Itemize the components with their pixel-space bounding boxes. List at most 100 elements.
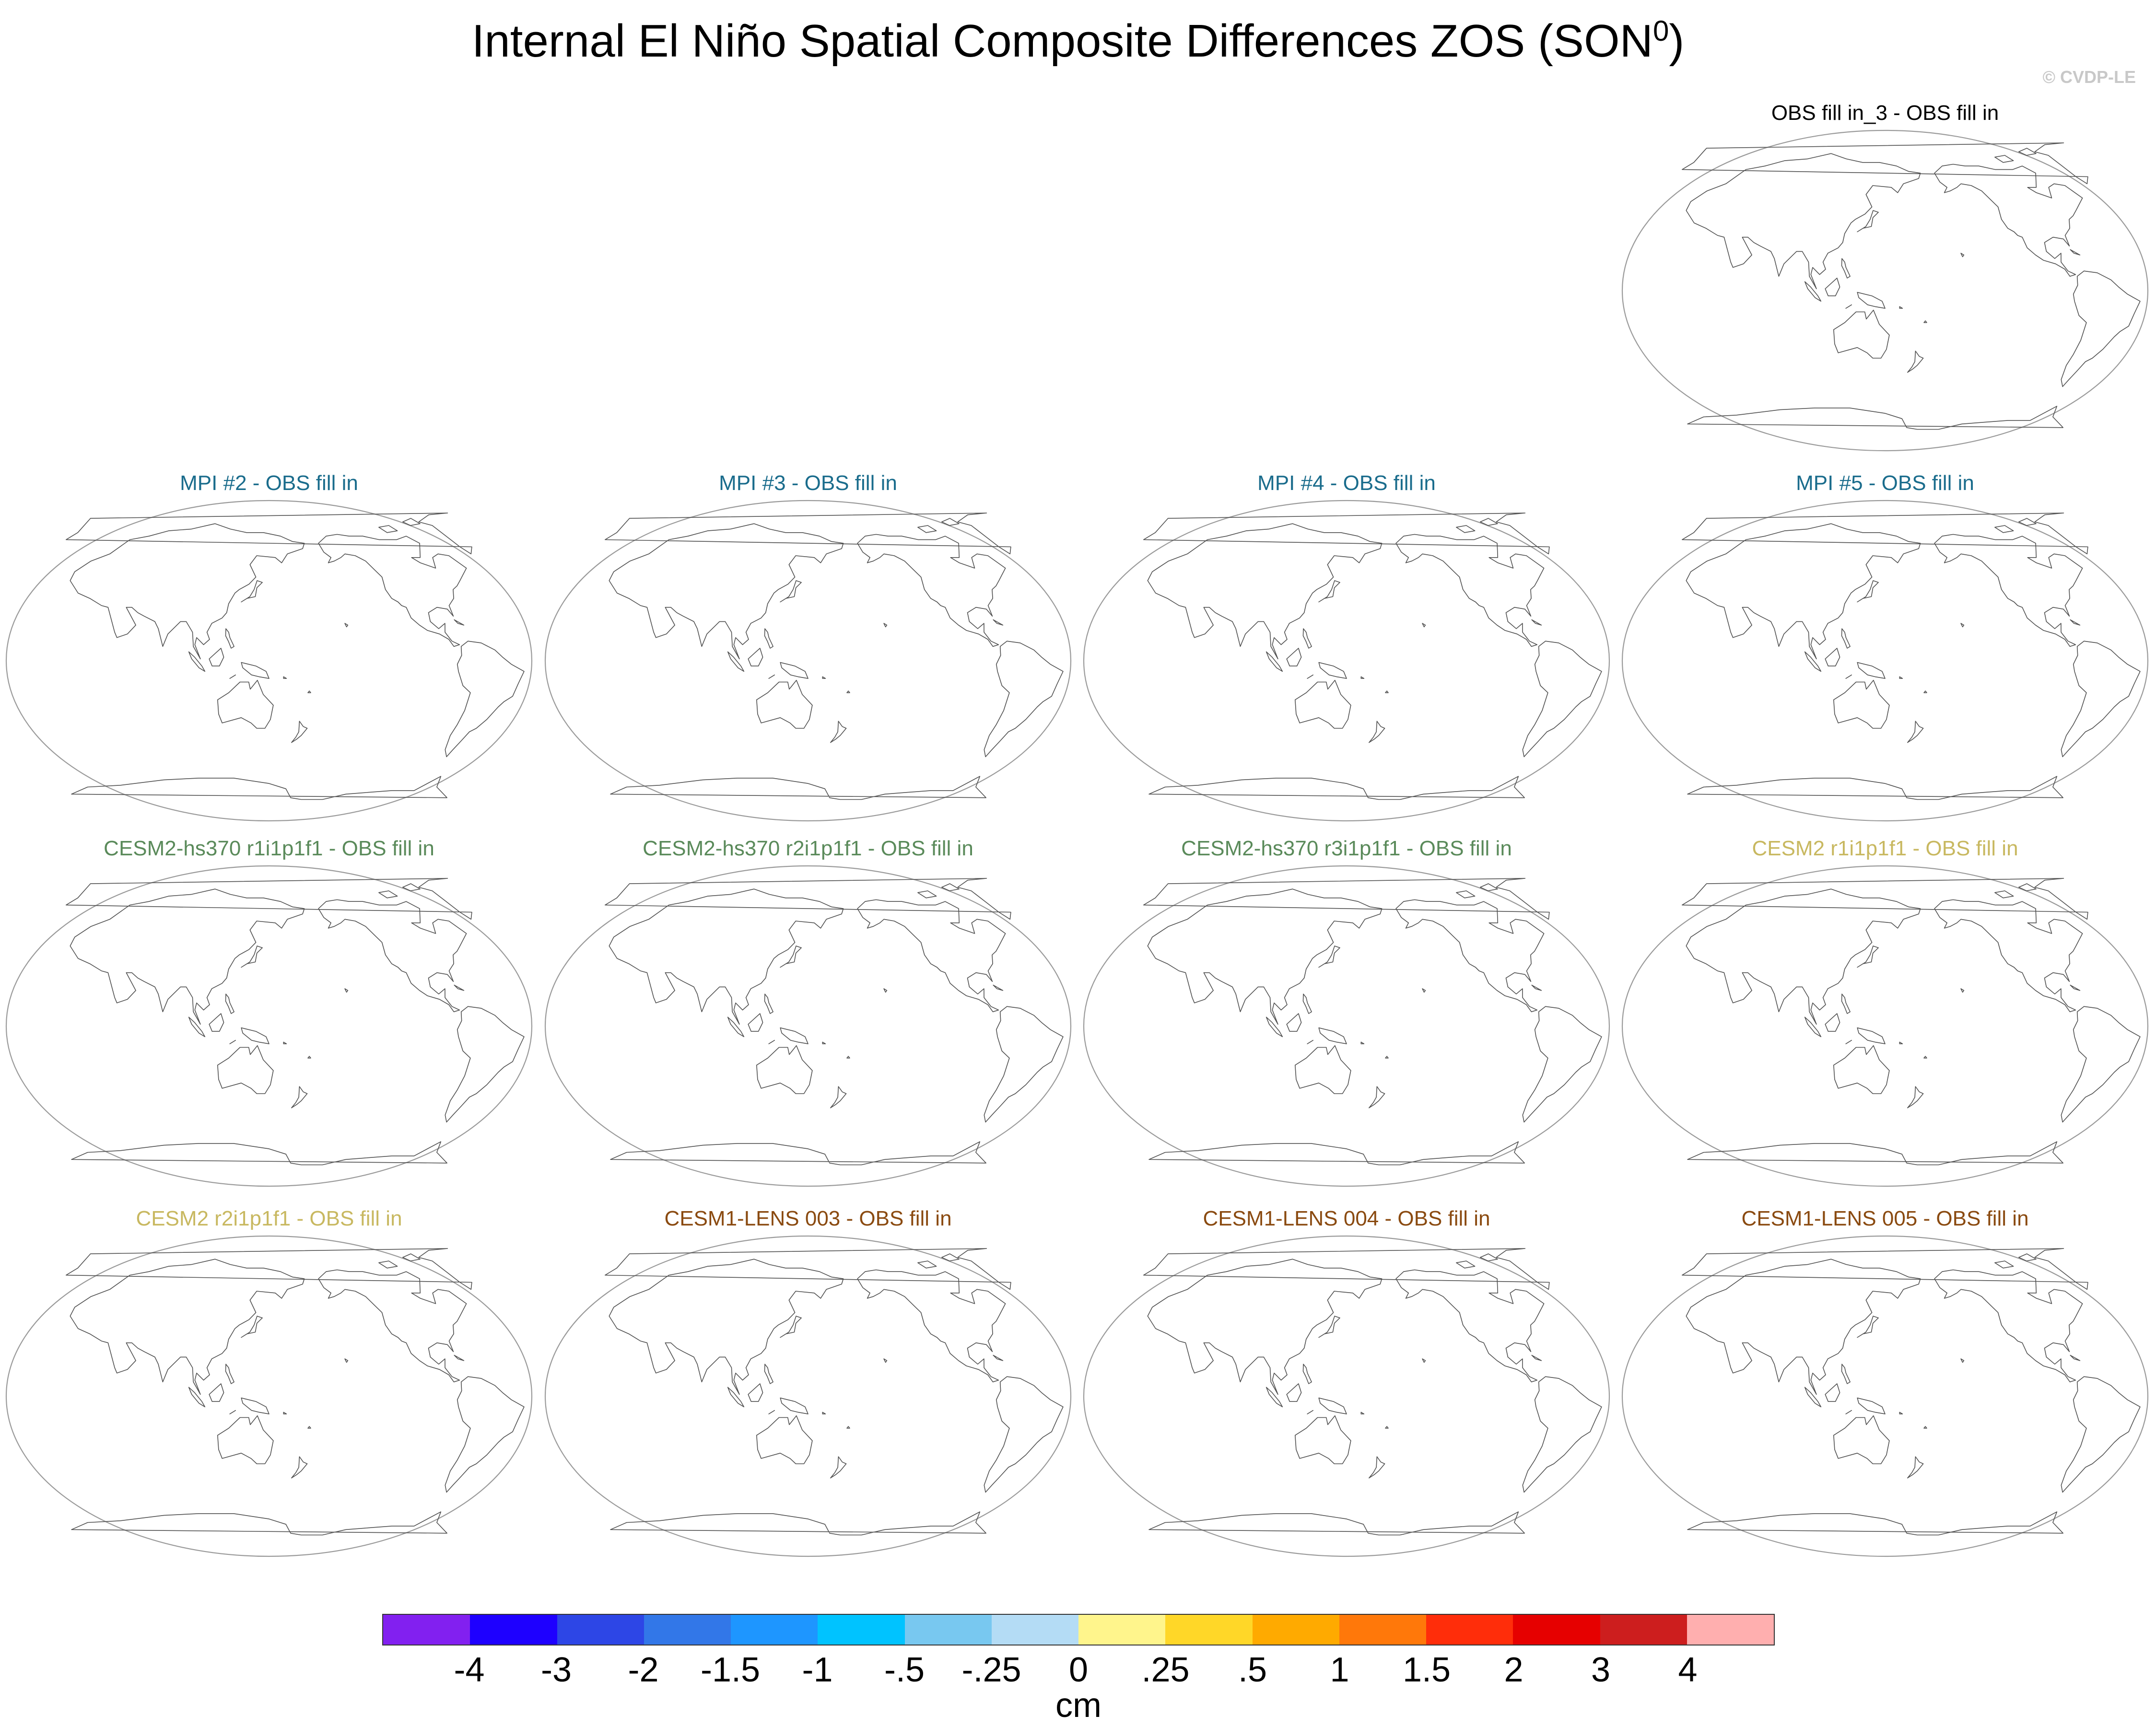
island-coastline (917, 1260, 937, 1269)
island-coastline (344, 988, 349, 993)
coastline (1522, 641, 1602, 758)
map-frame (1083, 1235, 1610, 1557)
island-coastline (307, 1056, 311, 1059)
island-coastline (229, 1039, 236, 1044)
colorbar-swatch (991, 1615, 1078, 1645)
coastline (1318, 580, 1340, 603)
coastline (1318, 1316, 1340, 1338)
coastline (1857, 1316, 1879, 1338)
island-coastline (1845, 1410, 1852, 1414)
map-outline (1621, 500, 2149, 822)
coastline (1318, 1027, 1347, 1044)
map-outline (1621, 865, 2149, 1187)
coastline (1687, 1141, 2063, 1166)
map-frame (1621, 500, 2149, 822)
coastline (1687, 776, 2063, 800)
coastline (66, 1248, 472, 1290)
island-coastline (941, 1253, 960, 1261)
island-coastline (1422, 623, 1426, 628)
map-outline (5, 1235, 533, 1557)
coastline (1286, 1383, 1302, 1402)
coastline (609, 888, 844, 1025)
map-panel: CESM1-LENS 005 - OBS fill in (1619, 1208, 2151, 1561)
coastline (1857, 945, 1879, 968)
map-frame (1083, 500, 1610, 822)
panel-title: CESM1-LENS 005 - OBS fill in (1741, 1207, 2029, 1230)
colorbar-swatch (644, 1615, 731, 1645)
coastline (217, 680, 274, 729)
colorbar-swatch (1078, 1615, 1166, 1645)
panel-title: MPI #3 - OBS fill in (719, 471, 897, 495)
colorbar-tick-label: 1 (1330, 1651, 1349, 1689)
island-coastline (1307, 1410, 1313, 1414)
coastline (1295, 680, 1351, 729)
coastline (1318, 1397, 1347, 1414)
panel-title: CESM1-LENS 004 - OBS fill in (1203, 1207, 1490, 1230)
coastline (1143, 878, 1550, 920)
coastline (1841, 993, 1851, 1014)
coastline (209, 1013, 224, 1032)
coastline (1686, 523, 1921, 660)
panel-title: CESM2 r1i1p1f1 - OBS fill in (1752, 837, 2018, 860)
coastline (1682, 878, 2088, 920)
map-outline (544, 500, 1072, 822)
island-coastline (1531, 619, 1542, 626)
coastline (1265, 651, 1283, 672)
island-coastline (846, 1056, 850, 1059)
island-coastline (846, 1426, 850, 1429)
colorbar-swatch (1687, 1615, 1774, 1645)
coastline (1318, 662, 1347, 679)
coastline (1841, 1364, 1851, 1384)
coastline (780, 580, 802, 603)
coastline (1907, 350, 1924, 373)
island-coastline (768, 674, 775, 679)
colorbar-tick-label: 2 (1504, 1651, 1523, 1689)
island-coastline (993, 1354, 1004, 1361)
coastline (727, 1387, 745, 1408)
coastline (1682, 513, 2088, 555)
island-coastline (1994, 1260, 2014, 1269)
coastline (1833, 1415, 1890, 1464)
colorbar-units: cm (1055, 1686, 1101, 1725)
map-outline (1621, 129, 2149, 452)
island-coastline (378, 1260, 398, 1269)
coastline (1686, 1259, 1921, 1395)
coastline (830, 721, 847, 743)
island-coastline (402, 1253, 421, 1261)
coastline (1804, 1387, 1822, 1408)
island-coastline (454, 619, 465, 626)
island-coastline (822, 1041, 826, 1044)
island-coastline (283, 1412, 287, 1414)
panel-title: CESM2-hs370 r2i1p1f1 - OBS fill in (643, 837, 973, 860)
map-panel: MPI #5 - OBS fill in (1619, 473, 2151, 825)
coastline (1833, 680, 1890, 729)
map-frame (5, 500, 533, 822)
coastline (225, 993, 234, 1014)
island-coastline (2018, 148, 2037, 156)
island-coastline (1845, 1039, 1852, 1044)
island-coastline (2070, 984, 2081, 991)
colorbar-tick-label: -.25 (961, 1651, 1021, 1689)
coastline (225, 628, 234, 649)
coastline (1907, 1086, 1924, 1109)
coastline (610, 1511, 986, 1536)
colorbar-swatch (904, 1615, 992, 1645)
colorbar-tick-label: -.5 (884, 1651, 925, 1689)
panel-title: MPI #2 - OBS fill in (180, 471, 358, 495)
island-coastline (1960, 253, 1965, 257)
panel-title: CESM2 r2i1p1f1 - OBS fill in (136, 1207, 402, 1230)
coastline (1934, 1269, 2083, 1383)
coastline (2061, 270, 2141, 387)
island-coastline (454, 984, 465, 991)
coastline (66, 878, 472, 920)
colorbar-swatch (1513, 1615, 1600, 1645)
coastline (1857, 1397, 1886, 1414)
island-coastline (1899, 1412, 1903, 1414)
chart-title-superscript: 0 (1652, 15, 1669, 47)
coastline (984, 641, 1064, 758)
coastline (445, 1006, 525, 1123)
coastline (605, 878, 1011, 920)
coastline (1934, 534, 2083, 647)
island-coastline (768, 1039, 775, 1044)
coastline (1147, 888, 1383, 1025)
